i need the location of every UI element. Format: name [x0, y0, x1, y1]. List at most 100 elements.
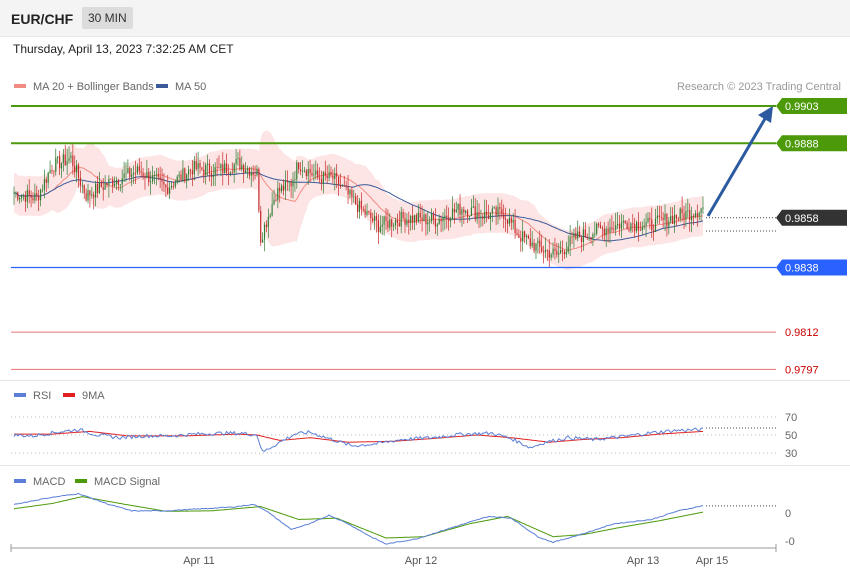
candle-body: [573, 233, 575, 238]
candle-body: [146, 171, 148, 179]
candle-body: [199, 163, 201, 168]
candle-body: [615, 225, 617, 230]
candle-body: [241, 165, 243, 170]
candle-body: [254, 175, 256, 176]
rsi-tick-50: 50: [785, 430, 797, 442]
chart-header: EUR/CHF 30 MIN: [0, 0, 850, 37]
candle-body: [679, 208, 681, 219]
candle-body: [41, 189, 44, 191]
candle-body: [668, 221, 670, 227]
candle-body: [575, 233, 577, 239]
candle-body: [258, 168, 260, 211]
panel-separator: [0, 465, 850, 466]
candle-body: [180, 174, 182, 181]
candle-body: [66, 160, 68, 166]
candle-body: [357, 204, 359, 213]
candle-body: [556, 250, 558, 255]
candle-body: [167, 187, 169, 194]
candle-body: [489, 212, 491, 219]
candle-body: [387, 220, 389, 228]
candle-body: [174, 182, 176, 187]
candle-body: [216, 167, 218, 168]
candle-body: [366, 211, 368, 215]
bollinger-band: [14, 130, 703, 270]
candle-body: [152, 175, 154, 182]
candle-body: [670, 216, 672, 222]
candle-body: [98, 182, 100, 193]
candle-body: [207, 163, 209, 165]
candle-body: [656, 215, 658, 219]
candle-body: [700, 208, 702, 213]
candle-body: [212, 175, 214, 177]
rsi-tick-30: 30: [785, 448, 797, 460]
candle-body: [252, 172, 254, 176]
candle-body: [438, 218, 440, 225]
copyright-annotation: Research © 2023 Trading Central: [677, 81, 841, 93]
candle-body: [480, 216, 482, 218]
timeframe-button[interactable]: 30 MIN: [82, 7, 133, 29]
candle-body: [694, 213, 696, 217]
candle-body: [300, 169, 302, 172]
candle-body: [398, 222, 400, 227]
candle-body: [79, 177, 81, 186]
candle-body: [514, 219, 516, 233]
candle-body: [121, 178, 123, 185]
candle-body: [651, 219, 653, 231]
candle-body: [579, 231, 581, 238]
pivot-label: 0.9838: [785, 263, 819, 275]
candle-body: [611, 227, 613, 230]
x-tick-apr-15: Apr 15: [696, 555, 728, 567]
candle-body: [450, 219, 452, 222]
candle-body: [250, 172, 252, 176]
resistance-label-0.9903: 0.9903: [785, 101, 819, 113]
candle-body: [518, 234, 520, 238]
legend-label-rsi-ma: 9MA: [82, 390, 105, 402]
candle-body: [470, 207, 472, 216]
candle-body: [74, 166, 76, 173]
candle-body: [520, 237, 522, 242]
candle-body: [525, 235, 528, 238]
symbol-title: EUR/CHF: [11, 11, 74, 27]
candle-body: [413, 215, 416, 223]
candle-body: [208, 163, 211, 174]
candle-body: [172, 185, 174, 187]
candle-body: [123, 173, 125, 179]
candle-body: [527, 235, 529, 239]
candle-body: [178, 174, 180, 177]
candle-body: [233, 164, 235, 173]
candle-body: [227, 172, 230, 174]
candle-body: [692, 215, 695, 217]
candle-body: [104, 183, 106, 190]
candle-body: [580, 237, 583, 242]
candle-body: [47, 172, 49, 183]
candle-body: [394, 220, 397, 226]
candle-body: [106, 183, 108, 186]
candle-body: [64, 154, 66, 166]
candle-body: [698, 212, 700, 217]
candle-body: [444, 215, 446, 219]
candle-body: [197, 163, 199, 170]
candle-body: [271, 204, 273, 216]
candle-body: [402, 212, 404, 219]
candle-body: [569, 236, 571, 247]
candle-body: [687, 210, 689, 212]
macd-signal-line: [13, 496, 704, 539]
candle-body: [487, 215, 490, 219]
candle-body: [474, 206, 476, 220]
candle-body: [368, 211, 370, 213]
candle-body: [55, 157, 57, 172]
candle-body: [239, 158, 241, 170]
candle-body: [499, 206, 501, 209]
candle-body: [13, 193, 15, 194]
candle-body: [313, 174, 315, 176]
candle-body: [609, 227, 611, 233]
candle-body: [683, 213, 685, 220]
candle-body: [381, 224, 383, 227]
candle-body: [584, 229, 586, 237]
ma20-line: [13, 167, 704, 251]
candle-body: [77, 164, 80, 178]
candle-body: [163, 181, 165, 185]
support-label-0.9812: 0.9812: [785, 327, 819, 339]
candle-body: [535, 243, 537, 251]
candle-body: [176, 176, 178, 183]
